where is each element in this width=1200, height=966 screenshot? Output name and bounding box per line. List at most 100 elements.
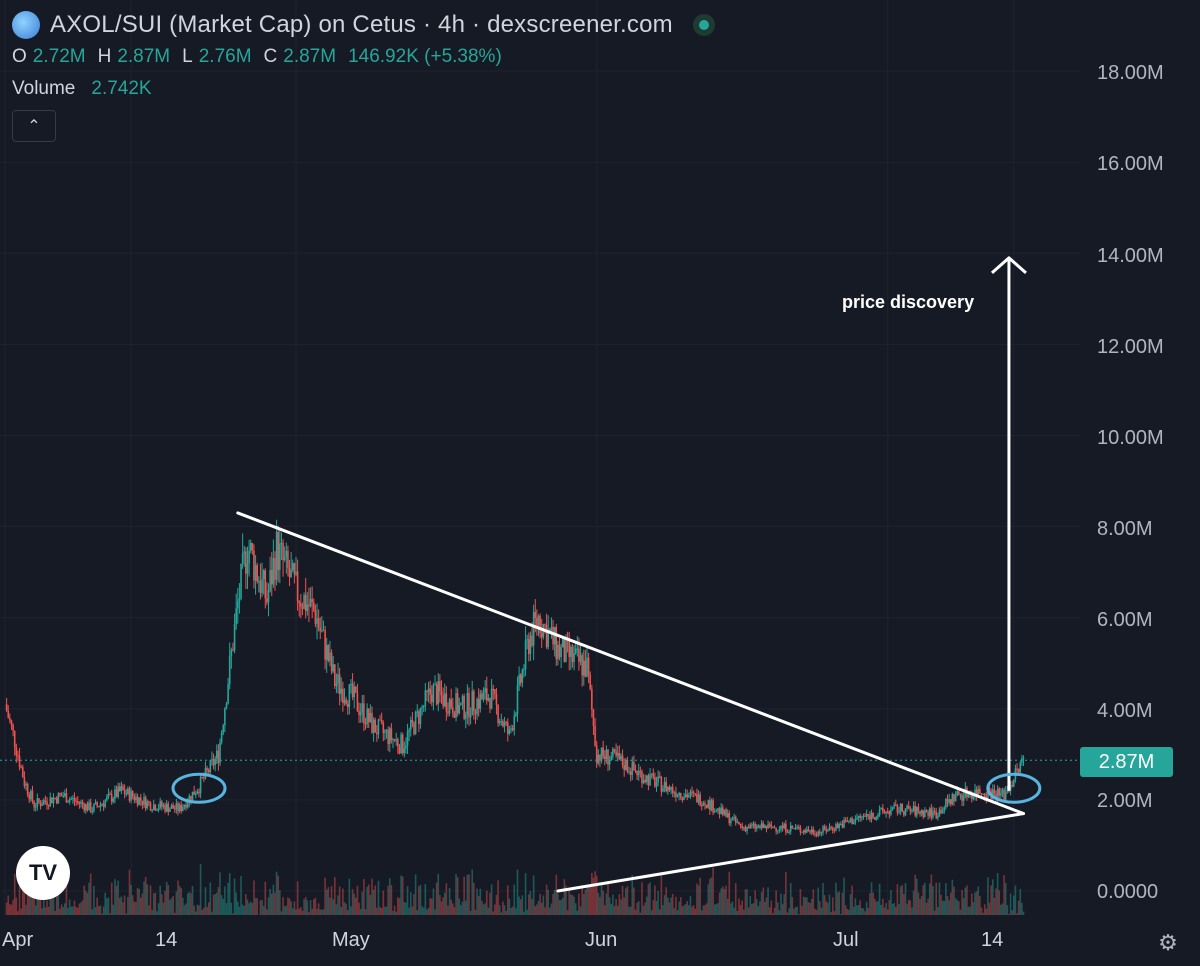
volume-bar	[781, 904, 784, 915]
candle-body	[346, 704, 349, 708]
volume-bar	[990, 885, 992, 915]
volume-bar	[819, 901, 821, 915]
volume-bar	[439, 895, 441, 915]
candle-body	[435, 684, 438, 705]
volume-bar	[600, 884, 603, 915]
candle-body	[688, 795, 690, 798]
candle-body	[949, 799, 952, 805]
volume-bar	[338, 886, 341, 915]
price-discovery-annotation[interactable]: price discovery	[842, 292, 975, 312]
volume-bar	[970, 893, 973, 915]
volume-bar	[1003, 875, 1005, 915]
candle-body	[621, 755, 624, 766]
volume-bar	[744, 889, 747, 915]
candle-body	[232, 649, 234, 651]
volume-bar	[722, 886, 724, 915]
volume-bar	[746, 889, 748, 915]
volume-bar	[547, 889, 549, 915]
volume-bar	[914, 874, 916, 915]
candle-body	[916, 807, 918, 816]
candle-body	[52, 797, 55, 804]
volume-bar	[413, 894, 415, 915]
volume-bar	[346, 910, 349, 915]
candle-body	[376, 732, 378, 735]
candle-body	[885, 811, 887, 814]
candle-body	[592, 709, 595, 727]
candle-body	[772, 827, 774, 829]
candle-body	[1011, 785, 1013, 787]
volume-bar	[7, 895, 10, 915]
candle-body	[686, 794, 689, 798]
volume-bar	[647, 884, 650, 915]
candle-body	[301, 606, 304, 609]
candle-body	[463, 696, 465, 719]
y-tick-label: 4.00M	[1097, 700, 1153, 722]
candle-body	[309, 599, 312, 607]
volume-bar	[1019, 889, 1022, 915]
candle-body	[277, 532, 280, 570]
candle-body	[699, 794, 701, 806]
volume-bar	[34, 905, 37, 915]
candle-body	[702, 803, 705, 806]
collapse-legend-button[interactable]: ⌃	[12, 110, 56, 142]
candle-body	[906, 805, 908, 809]
volume-bar	[487, 907, 490, 915]
volume-bar	[712, 867, 714, 915]
volume-bar	[778, 910, 781, 915]
volume-bar	[822, 883, 824, 915]
volume-bar	[549, 907, 551, 915]
candle-body	[248, 550, 250, 564]
volume-bar	[146, 884, 149, 915]
candle-body	[120, 786, 123, 792]
candle-body	[893, 804, 895, 807]
candle-body	[587, 657, 590, 675]
candle-body	[109, 793, 111, 795]
candle-body	[579, 655, 582, 662]
drawings-layer[interactable]	[171, 256, 1042, 893]
volume-bar	[165, 881, 168, 915]
volume-bar	[765, 897, 768, 915]
candle-body	[870, 812, 873, 820]
candle-body	[214, 758, 216, 766]
candle-body	[938, 809, 941, 817]
candle-body	[128, 788, 131, 801]
tradingview-logo[interactable]: TV	[16, 846, 70, 900]
candle-body	[767, 824, 769, 829]
chart-title: AXOL/SUI (Market Cap) on Cetus · 4h · de…	[50, 11, 673, 38]
volume-bar	[104, 892, 107, 915]
volume-bar	[751, 904, 753, 915]
candle-body	[219, 742, 221, 764]
candle-body	[190, 795, 192, 801]
x-tick-label: Jun	[585, 929, 618, 951]
candle-body	[429, 688, 431, 695]
volume-bar	[938, 882, 941, 915]
volume-bar	[1001, 903, 1004, 915]
candle-body	[903, 811, 905, 816]
volume-bar	[610, 903, 613, 915]
volume-bar	[558, 899, 561, 915]
settings-gear-icon[interactable]: ⚙	[1158, 930, 1178, 955]
volume-bar	[831, 897, 834, 915]
volume-bar	[193, 905, 195, 915]
candle-body	[700, 805, 703, 807]
volume-bar	[43, 892, 45, 915]
volume-bar	[603, 905, 606, 915]
candle-body	[896, 805, 899, 813]
volume-bar	[835, 882, 837, 915]
volume-bar	[861, 908, 863, 915]
volume-bar	[595, 875, 598, 915]
candle-body	[744, 827, 747, 832]
volume-bar	[783, 894, 786, 915]
volume-bar	[563, 879, 566, 915]
volume-bar	[220, 895, 223, 915]
candle-body	[122, 786, 124, 791]
volume-bar	[894, 906, 897, 915]
volume-bar	[786, 912, 789, 915]
candle-body	[348, 684, 351, 708]
candle-body	[927, 812, 929, 816]
volume-bar	[287, 897, 289, 915]
volume-bar	[686, 901, 689, 915]
candle-body	[998, 788, 1001, 796]
candle-body	[536, 617, 538, 627]
